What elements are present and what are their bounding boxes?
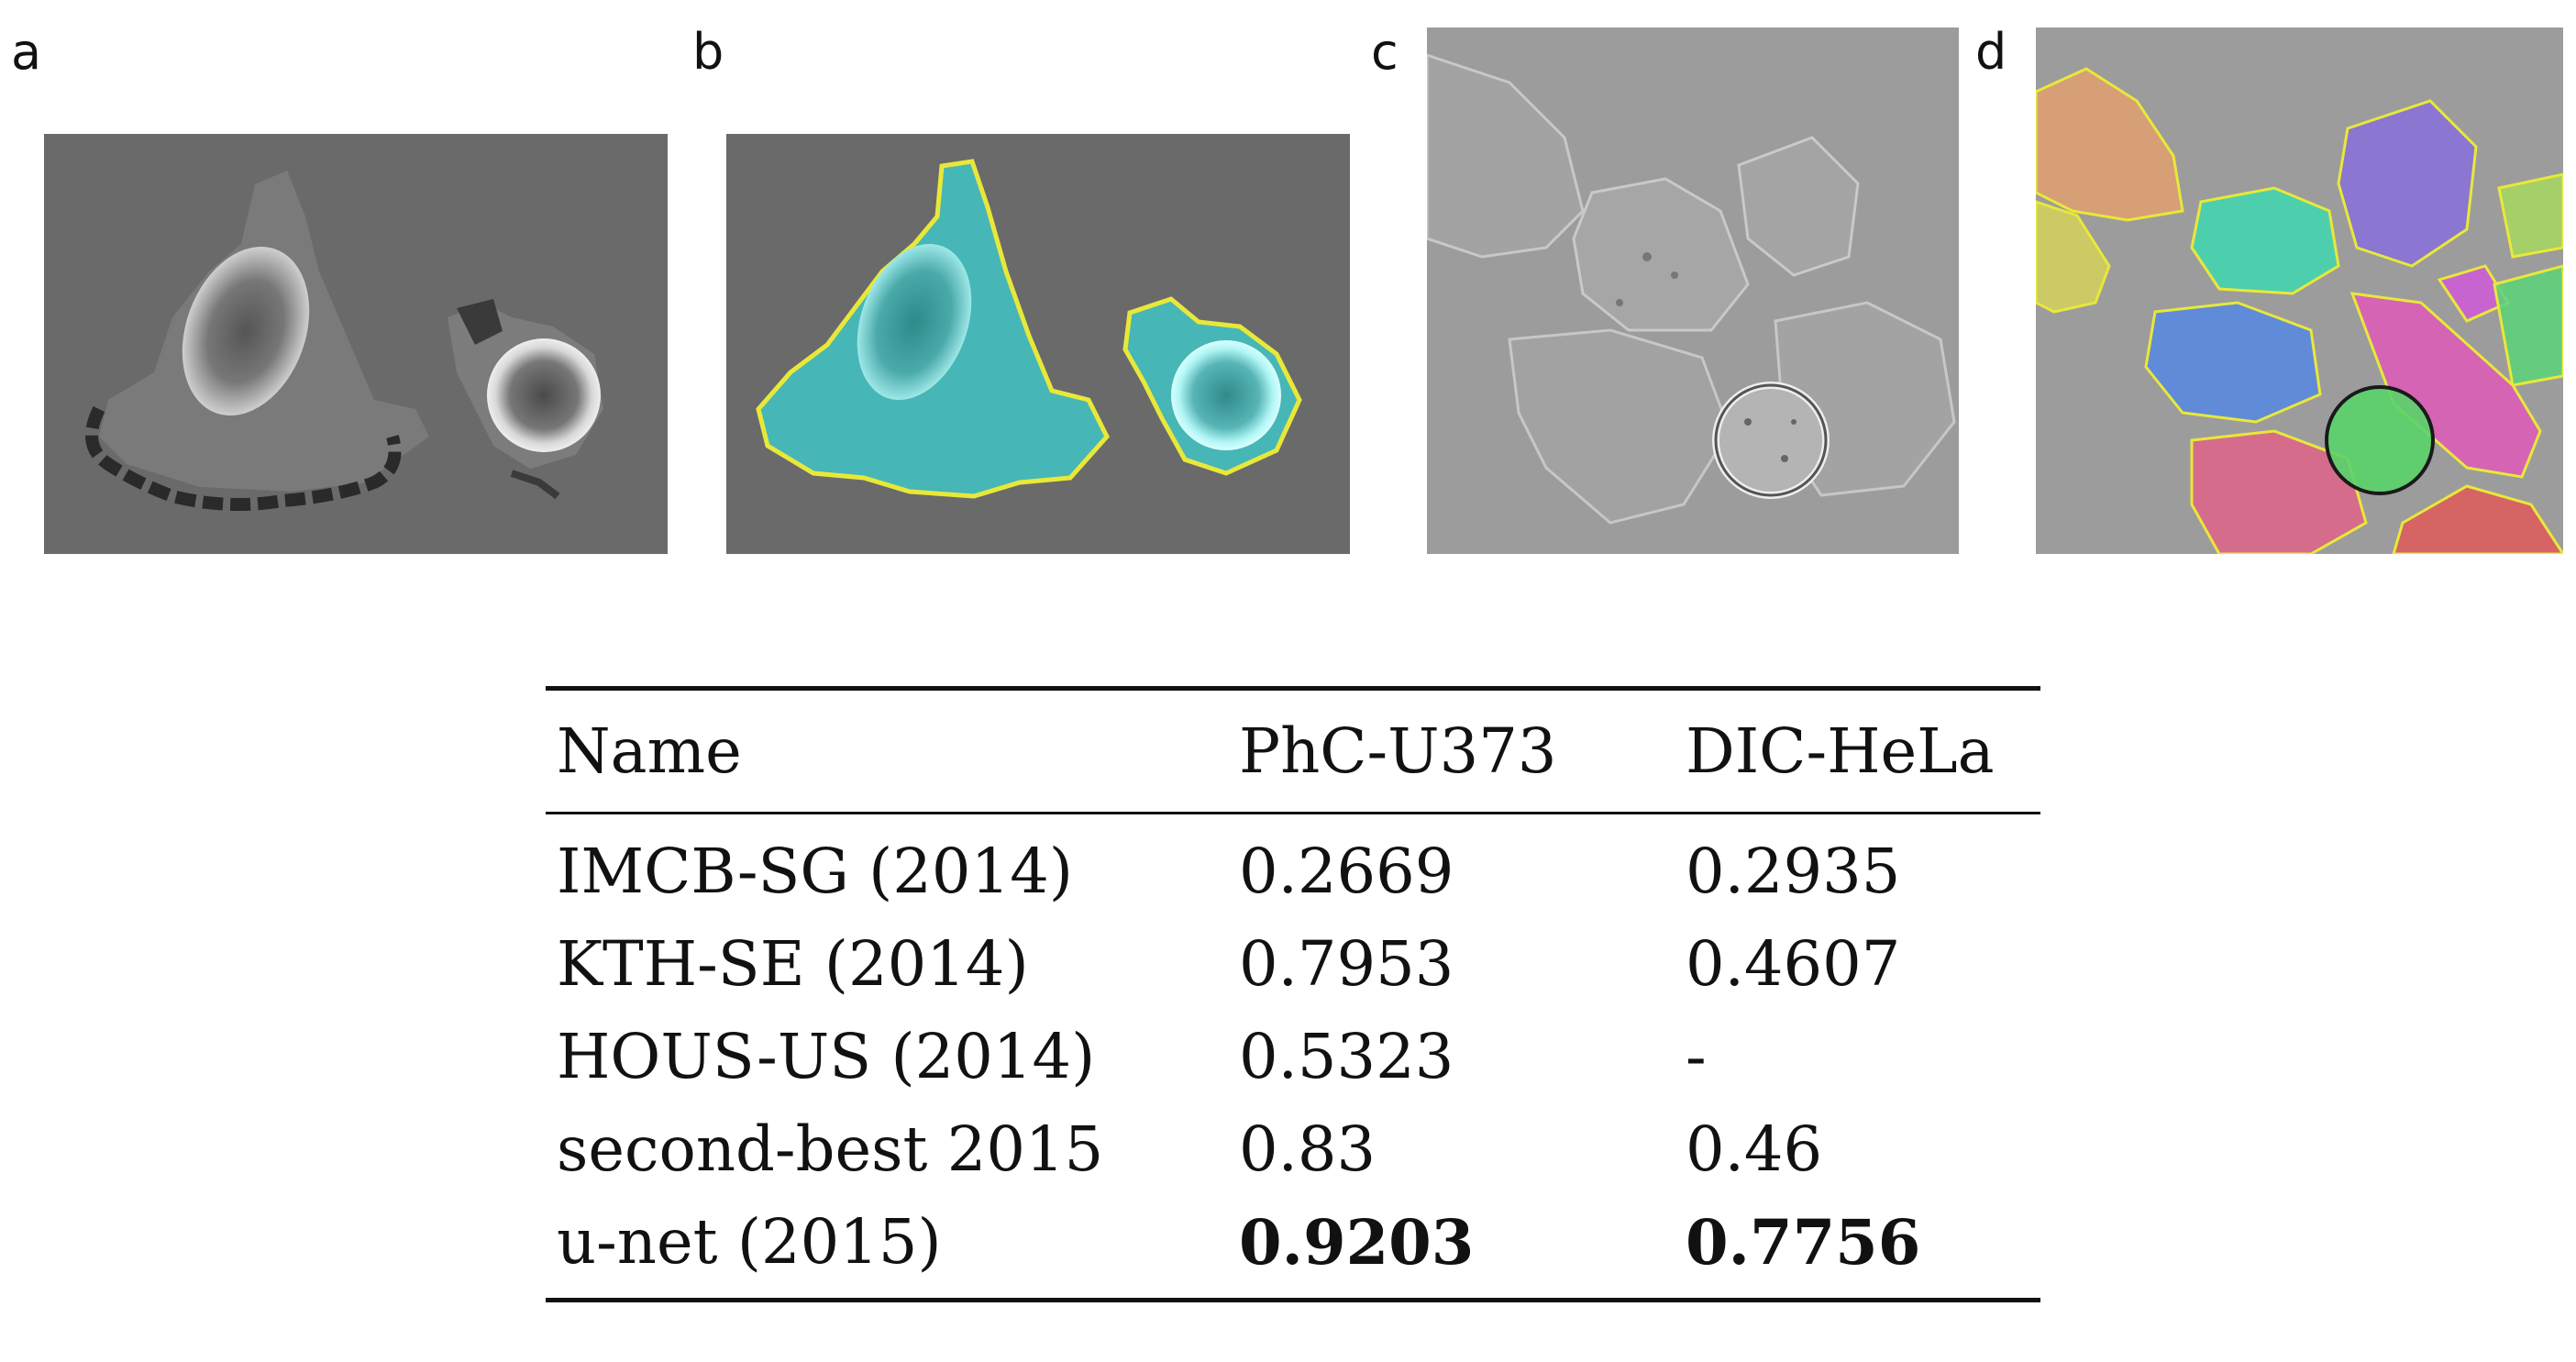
microscopy-image-a [44,134,668,554]
panel-letter-d: d [1975,23,2007,81]
microscopy-image-b [726,134,1350,554]
dic-raw-image [1427,28,1959,554]
header-phc-u373: PhC-U373 [1239,715,1557,787]
table-row: IMCB-SG (2014) 0.2669 0.2935 [546,814,2040,918]
row-name: u-net (2015) [557,1206,942,1278]
table-row: second-best 2015 0.83 0.46 [546,1103,2040,1196]
row-dic-value: 0.4607 [1686,928,1901,1000]
results-table: Name PhC-U373 DIC-HeLa IMCB-SG (2014) 0.… [546,686,2040,1302]
table-row: KTH-SE (2014) 0.7953 0.4607 [546,918,2040,1011]
table-bottom-rule [546,1298,2040,1302]
microscopy-image-c [1427,28,1959,554]
table-mid-rule [546,812,2040,814]
row-phc-value: 0.7953 [1239,928,1454,1000]
row-name: KTH-SE (2014) [557,928,1029,1000]
phc-raw-image [44,134,668,554]
row-phc-value: 0.5323 [1239,1021,1454,1092]
row-dic-value: 0.7756 [1686,1206,1921,1279]
panel-letter-c: c [1371,23,1399,81]
panel-letter-a: a [11,23,42,81]
row-dic-value: - [1686,1021,1707,1092]
table-top-rule [546,686,2040,691]
row-name: second-best 2015 [557,1113,1104,1185]
dic-segmented-image [2036,28,2563,554]
header-dic-hela: DIC-HeLa [1686,715,1995,787]
row-dic-value: 0.2935 [1686,836,1901,907]
panel-letter-b: b [692,23,724,81]
row-phc-value: 0.83 [1239,1113,1376,1185]
table-row: HOUS-US (2014) 0.5323 - [546,1011,2040,1103]
row-phc-value: 0.9203 [1239,1206,1475,1279]
phc-segmented-image [726,134,1350,554]
table-header-row: Name PhC-U373 DIC-HeLa [546,691,2040,812]
table-row: u-net (2015) 0.9203 0.7756 [546,1196,2040,1298]
microscopy-image-d [2036,28,2563,554]
header-name: Name [557,715,742,787]
row-name: IMCB-SG (2014) [557,836,1073,907]
row-phc-value: 0.2669 [1239,836,1454,907]
row-dic-value: 0.46 [1686,1113,1823,1185]
row-name: HOUS-US (2014) [557,1021,1096,1092]
